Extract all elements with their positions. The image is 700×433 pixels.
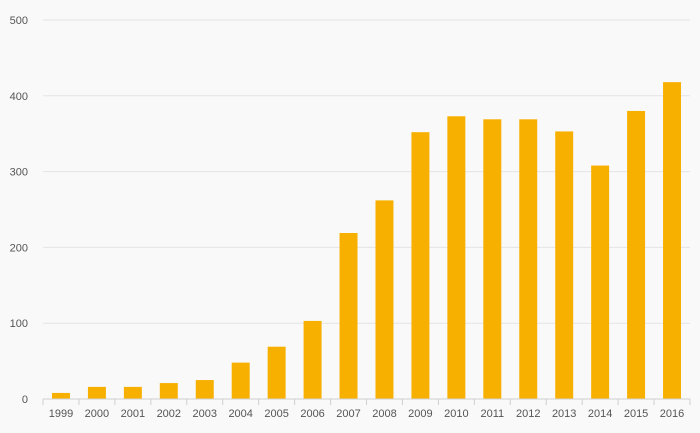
x-tick-label: 2006 bbox=[300, 408, 324, 420]
y-tick-label: 400 bbox=[10, 91, 28, 103]
x-tick-label: 2016 bbox=[660, 408, 684, 420]
x-tick-label: 2012 bbox=[516, 408, 540, 420]
bar-2003 bbox=[195, 380, 214, 399]
x-tick-label: 2004 bbox=[228, 408, 252, 420]
bar-2001 bbox=[123, 386, 142, 399]
x-tick-label: 2013 bbox=[552, 408, 576, 420]
x-tick-label: 2014 bbox=[588, 408, 612, 420]
bar-1999 bbox=[51, 392, 70, 399]
bar-2002 bbox=[159, 383, 178, 399]
bar-2008 bbox=[375, 200, 394, 399]
bar-2005 bbox=[267, 346, 286, 399]
bar-2014 bbox=[591, 165, 610, 399]
bar-2004 bbox=[231, 362, 250, 399]
bar-2000 bbox=[87, 386, 106, 399]
x-tick-label: 2010 bbox=[444, 408, 468, 420]
y-tick-label: 100 bbox=[10, 318, 28, 330]
x-axis: 1999 2000 2001 2002 2003 2004 2005 2006 2007 2008… bbox=[42, 398, 691, 420]
bar-2015 bbox=[627, 110, 646, 400]
x-tick-label: 2009 bbox=[408, 408, 432, 420]
y-tick-label: 0 bbox=[22, 394, 28, 406]
y-tick-label: 500 bbox=[10, 15, 28, 27]
bar-2007 bbox=[339, 232, 358, 399]
x-tick-label: 2007 bbox=[336, 408, 360, 420]
x-tick-label: 1999 bbox=[49, 408, 73, 420]
y-tick-label: 200 bbox=[10, 242, 28, 254]
bar-2009 bbox=[411, 132, 430, 399]
x-tick-label: 2015 bbox=[624, 408, 648, 420]
bar-2011 bbox=[483, 119, 502, 399]
x-tick-label: 2011 bbox=[480, 408, 504, 420]
x-tick-label: 2005 bbox=[264, 408, 288, 420]
x-tick-label: 2000 bbox=[85, 408, 109, 420]
bar-2010 bbox=[447, 116, 466, 400]
x-tick-label: 2008 bbox=[372, 408, 396, 420]
bars bbox=[51, 82, 682, 400]
y-axis: 0 100 200 300 400 500 bbox=[10, 15, 28, 406]
bar-2006 bbox=[303, 320, 322, 399]
x-tick-label: 2001 bbox=[121, 408, 145, 420]
x-tick-label: 2002 bbox=[157, 408, 181, 420]
bar-2012 bbox=[519, 119, 538, 399]
bar-2013 bbox=[555, 131, 574, 399]
bar-2016 bbox=[663, 82, 682, 399]
y-tick-label: 300 bbox=[10, 167, 28, 179]
x-tick-label: 2003 bbox=[193, 408, 217, 420]
gridlines bbox=[43, 19, 690, 324]
